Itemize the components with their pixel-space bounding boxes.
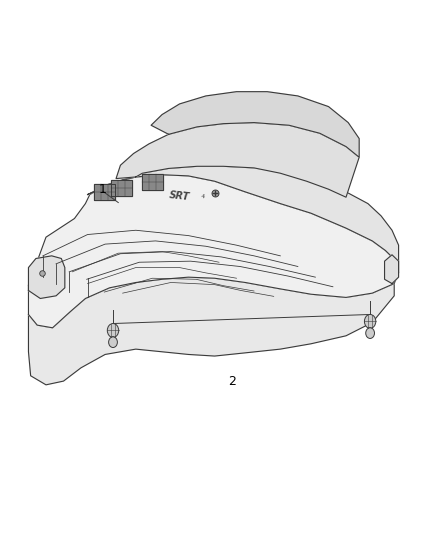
Polygon shape [28, 175, 399, 328]
Polygon shape [28, 277, 394, 385]
Polygon shape [151, 92, 359, 157]
Polygon shape [111, 180, 132, 196]
Polygon shape [142, 174, 163, 190]
Text: SRT: SRT [169, 190, 191, 202]
Text: 1: 1 [99, 183, 107, 196]
Polygon shape [385, 255, 399, 284]
Text: 4: 4 [201, 195, 205, 200]
Polygon shape [94, 184, 115, 200]
Polygon shape [28, 256, 65, 298]
Text: 2: 2 [228, 375, 236, 387]
Circle shape [107, 324, 119, 337]
Circle shape [364, 314, 376, 328]
Circle shape [366, 328, 374, 338]
Circle shape [109, 337, 117, 348]
Polygon shape [116, 123, 359, 197]
Polygon shape [88, 166, 399, 273]
